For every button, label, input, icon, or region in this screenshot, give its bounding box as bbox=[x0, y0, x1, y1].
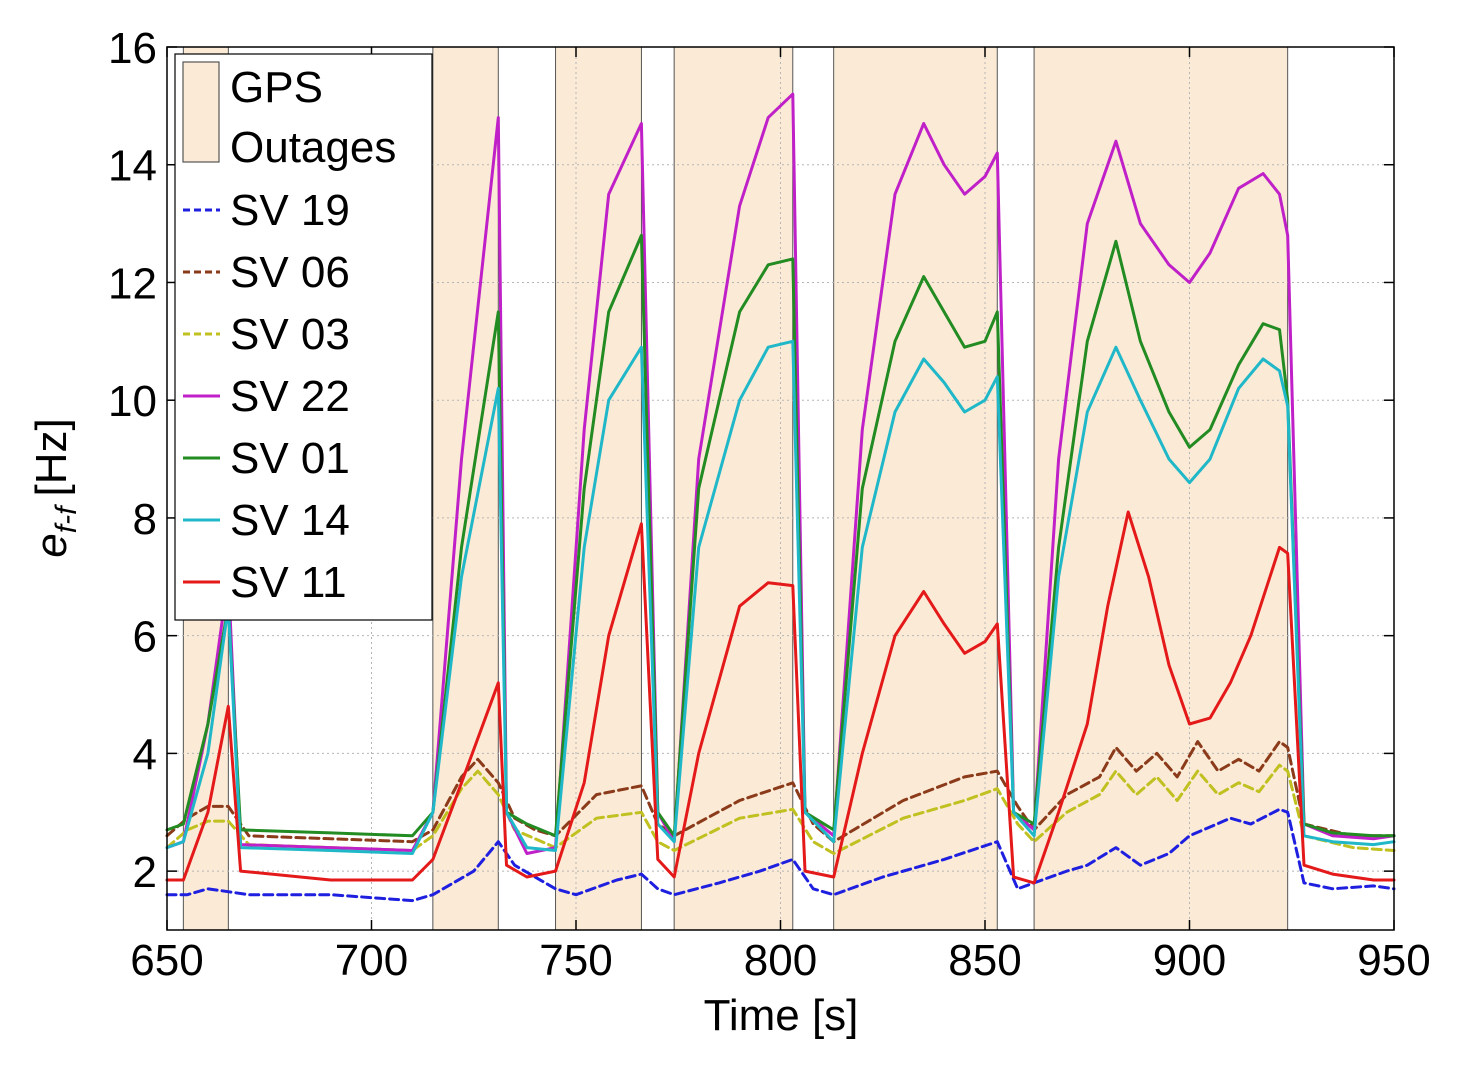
y-tick-label: 2 bbox=[133, 848, 157, 897]
gps-outage-band-6 bbox=[1033, 46, 1289, 931]
y-tick-label: 14 bbox=[108, 142, 157, 191]
legend-label-sv-01: SV 01 bbox=[230, 434, 350, 483]
axis-ticks: 650 700 750 800 850 900 950 2 4 6 8 10 12 14 16 bbox=[108, 24, 1431, 985]
series-line-sv-19 bbox=[165, 807, 1396, 903]
svg-text:ef-f[Hz]: ef-f [Hz] bbox=[27, 418, 83, 557]
y-axis-title-unit: [Hz] bbox=[27, 418, 76, 496]
x-axis-title: Time [s] bbox=[704, 991, 859, 1040]
x-tick-label: 950 bbox=[1357, 936, 1430, 985]
legend-label-sv-06: SV 06 bbox=[230, 248, 350, 297]
x-tick-label: 900 bbox=[1153, 936, 1226, 985]
legend-label-sv-03: SV 03 bbox=[230, 310, 350, 359]
gps-outage-band-4 bbox=[673, 46, 794, 931]
y-tick-label: 16 bbox=[108, 24, 157, 73]
legend-label-gps: GPS bbox=[230, 63, 323, 112]
series-line-sv-22 bbox=[165, 92, 1396, 855]
y-tick-label: 12 bbox=[108, 259, 157, 308]
x-tick-label: 650 bbox=[130, 936, 203, 985]
gps-outage-band-2 bbox=[432, 46, 499, 931]
legend-label-outages: Outages bbox=[230, 123, 396, 172]
series-line-sv-14 bbox=[165, 339, 1396, 855]
series-line-sv-03 bbox=[165, 763, 1396, 855]
legend-swatch-gps-outages bbox=[182, 61, 220, 163]
y-tick-label: 10 bbox=[108, 377, 157, 426]
series-line-sv-01 bbox=[165, 233, 1396, 838]
y-tick-label: 6 bbox=[133, 613, 157, 662]
legend-label-sv-14: SV 14 bbox=[230, 496, 350, 545]
gps-outage-band-3 bbox=[555, 46, 642, 931]
y-tick-label: 8 bbox=[133, 495, 157, 544]
x-tick-label: 700 bbox=[335, 936, 408, 985]
legend-label-sv-11: SV 11 bbox=[230, 558, 347, 607]
y-axis-title: ef-f [Hz] bbox=[27, 418, 83, 557]
x-tick-label: 800 bbox=[744, 936, 817, 985]
y-tick-label: 4 bbox=[133, 730, 157, 779]
legend: GPS Outages SV 19 SV 06 SV 03 SV 22 SV 01 SV … bbox=[174, 53, 433, 621]
x-tick-label: 850 bbox=[948, 936, 1021, 985]
y-axis-title-subscript: f-f bbox=[50, 504, 83, 533]
legend-label-sv-19: SV 19 bbox=[230, 186, 350, 235]
x-tick-label: 750 bbox=[539, 936, 612, 985]
y-axis-title-main: e bbox=[27, 533, 76, 557]
series-line-sv-11 bbox=[165, 510, 1396, 885]
legend-label-sv-22: SV 22 bbox=[230, 372, 350, 421]
data-series bbox=[165, 92, 1396, 903]
